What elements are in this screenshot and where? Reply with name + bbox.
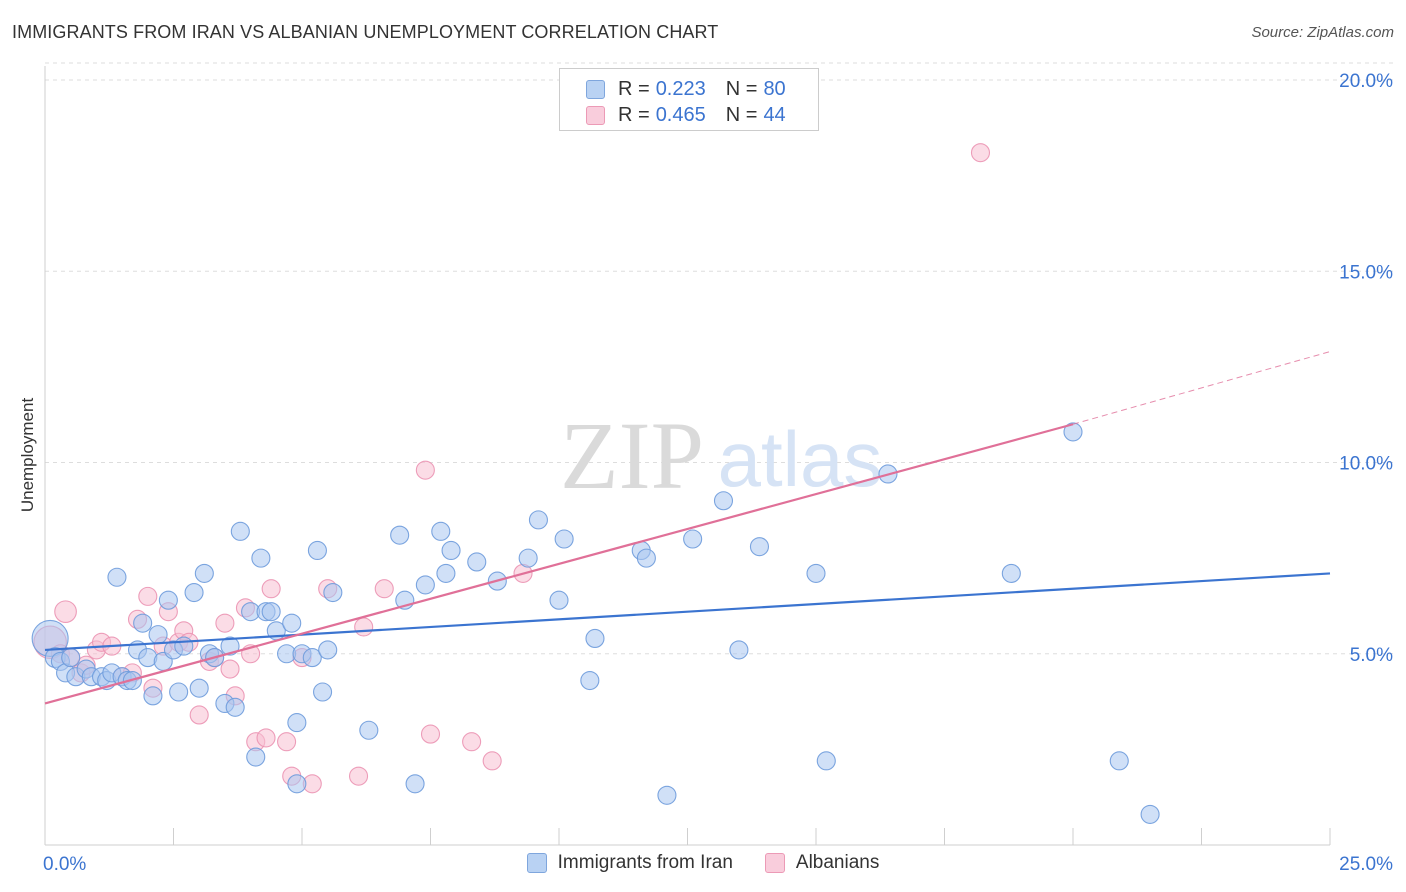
legend-row-albanians: R = 0.465 N = 44 <box>586 104 786 126</box>
point-iran <box>1002 564 1020 582</box>
legend-n-value: 80 <box>763 78 785 101</box>
legend-n-label: N = <box>726 78 758 101</box>
point-albanians <box>139 587 157 605</box>
point-iran <box>730 641 748 659</box>
series-legend: Immigrants from Iran Albanians <box>0 852 1406 874</box>
point-iran <box>684 530 702 548</box>
series-swatch-pink <box>765 853 785 873</box>
series-legend-iran[interactable]: Immigrants from Iran <box>527 852 733 874</box>
point-iran <box>319 641 337 659</box>
point-iran <box>406 775 424 793</box>
y-axis-label: Unemployment <box>18 398 38 512</box>
point-iran <box>360 721 378 739</box>
legend-r-label: R = <box>618 104 650 127</box>
series-swatch-blue <box>527 853 547 873</box>
point-albanians <box>257 729 275 747</box>
point-iran <box>288 714 306 732</box>
point-iran <box>550 591 568 609</box>
point-iran <box>468 553 486 571</box>
point-albanians <box>355 618 373 636</box>
y-tick-label: 10.0% <box>1339 454 1393 475</box>
point-albanians <box>971 144 989 162</box>
trend-line-albanians <box>45 424 1073 703</box>
point-iran <box>391 526 409 544</box>
point-iran <box>190 679 208 697</box>
scatter-chart: ZIP atlas 5.0%10.0%15.0%20.0%0.0%25.0% <box>0 0 1406 892</box>
point-iran <box>262 603 280 621</box>
point-albanians <box>55 601 77 623</box>
point-iran <box>185 584 203 602</box>
point-iran <box>308 541 326 559</box>
point-iran <box>817 752 835 770</box>
legend-r-label: R = <box>618 78 650 101</box>
point-albanians <box>216 614 234 632</box>
point-iran <box>108 568 126 586</box>
point-albanians <box>416 461 434 479</box>
stats-legend: R = 0.223 N = 80 R = 0.465 N = 44 <box>559 68 819 131</box>
point-iran <box>1110 752 1128 770</box>
trend-extension-albanians <box>1073 352 1330 425</box>
point-iran <box>637 549 655 567</box>
point-iran <box>62 649 80 667</box>
point-iran <box>226 698 244 716</box>
series-label-albanians: Albanians <box>796 852 879 874</box>
point-iran <box>324 584 342 602</box>
point-iran <box>529 511 547 529</box>
y-tick-label: 20.0% <box>1339 71 1393 92</box>
series-label-iran: Immigrants from Iran <box>558 852 733 874</box>
point-albanians <box>350 767 368 785</box>
point-iran <box>195 564 213 582</box>
point-albanians <box>463 733 481 751</box>
legend-n-value: 44 <box>763 104 785 127</box>
point-iran <box>231 522 249 540</box>
point-iran <box>586 629 604 647</box>
point-albanians <box>190 706 208 724</box>
point-iran <box>432 522 450 540</box>
legend-swatch-blue <box>586 80 605 99</box>
series-legend-albanians[interactable]: Albanians <box>765 852 879 874</box>
point-iran <box>1141 805 1159 823</box>
watermark-atlas: atlas <box>718 415 883 503</box>
point-iran <box>581 672 599 690</box>
point-iran <box>283 614 301 632</box>
point-iran <box>134 614 152 632</box>
point-albanians <box>375 580 393 598</box>
point-iran <box>144 687 162 705</box>
legend-swatch-pink <box>586 106 605 125</box>
point-albanians <box>278 733 296 751</box>
legend-r-value: 0.223 <box>656 78 706 101</box>
y-tick-label: 5.0% <box>1350 645 1393 666</box>
point-iran <box>252 549 270 567</box>
point-iran <box>807 564 825 582</box>
point-iran <box>314 683 332 701</box>
point-iran <box>714 492 732 510</box>
point-iran <box>170 683 188 701</box>
legend-n-label: N = <box>726 104 758 127</box>
watermark-zip: ZIP <box>560 402 704 509</box>
point-iran <box>519 549 537 567</box>
point-iran <box>175 637 193 655</box>
gridlines <box>45 63 1394 654</box>
point-iran <box>442 541 460 559</box>
point-iran <box>149 626 167 644</box>
point-iran <box>159 591 177 609</box>
point-iran <box>750 538 768 556</box>
point-albanians <box>483 752 501 770</box>
point-albanians <box>422 725 440 743</box>
legend-row-iran: R = 0.223 N = 80 <box>586 78 786 100</box>
point-iran <box>247 748 265 766</box>
point-iran <box>437 564 455 582</box>
legend-r-value: 0.465 <box>656 104 706 127</box>
point-iran <box>416 576 434 594</box>
point-albanians <box>262 580 280 598</box>
y-tick-label: 15.0% <box>1339 262 1393 283</box>
point-iran <box>555 530 573 548</box>
point-iran <box>288 775 306 793</box>
point-albanians <box>221 660 239 678</box>
point-iran <box>658 786 676 804</box>
